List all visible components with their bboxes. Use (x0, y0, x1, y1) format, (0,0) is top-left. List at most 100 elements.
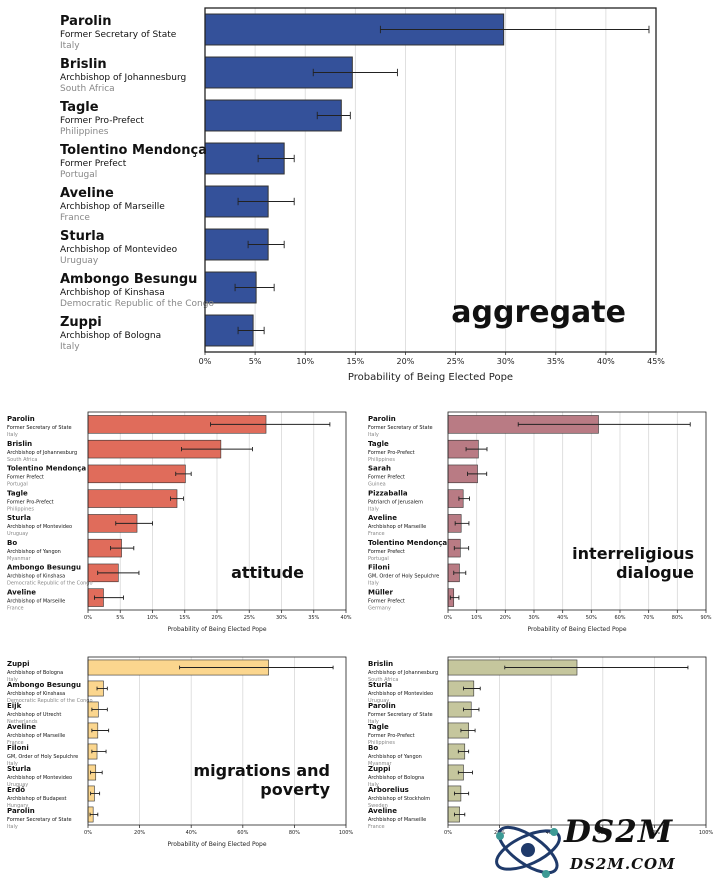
category-country: Portugal (7, 482, 28, 488)
x-tick-label: 5% (116, 615, 124, 621)
category-country: Philippines (60, 127, 109, 137)
category-title: Former Pro-Prefect (368, 450, 415, 456)
category-title: Archbishop of Bologna (368, 775, 424, 781)
x-tick-label: 100% (699, 830, 714, 836)
category-title: Archbishop of Stockholm (368, 796, 430, 802)
category-name: Tagle (368, 723, 389, 731)
x-tick-label: 0% (444, 830, 452, 836)
chart-panel-1: 0% 5% 10% 15% 20% 25% 30% 35% 40% Parolin Former S… (7, 411, 352, 633)
category-title: Archbishop of Yangon (368, 754, 422, 760)
chart-panel-0: 0% 5% 10% 15% 20% 25% 30% 35% 40% 45%ParolinForme… (60, 7, 665, 383)
category-name: Aveline (60, 186, 114, 201)
x-tick-label: 10% (147, 615, 158, 621)
category-country: South Africa (7, 457, 37, 463)
category-title: Archbishop of Yangon (7, 549, 61, 555)
category-name: Tolentino Mendonça (60, 143, 207, 158)
category-title: Archbishop of Utrecht (7, 712, 61, 718)
category-name: Sturla (7, 514, 31, 522)
category-name: Aveline (368, 807, 397, 815)
x-tick-label: 10% (296, 357, 314, 366)
x-tick-label: 80% (672, 615, 683, 621)
category-name: Brislin (60, 57, 107, 72)
x-axis-label: Probability of Being Elected Pope (167, 841, 266, 848)
category-country: Uruguay (60, 256, 99, 266)
category-country: Democratic Republic of the Congo (7, 581, 93, 587)
category-country: Italy (368, 506, 379, 512)
category-name: Erdő (7, 785, 25, 794)
category-name: Bo (7, 539, 17, 547)
x-tick-label: 10% (471, 615, 482, 621)
x-tick-label: 90% (700, 615, 711, 621)
category-country: Democratic Republic of the Congo (60, 299, 214, 309)
category-country: Italy (368, 719, 379, 725)
category-country: Philippines (7, 506, 34, 512)
category-title: Archbishop of Montevideo (60, 245, 178, 255)
category-name: Aveline (7, 588, 36, 596)
watermark-title: DS2M (564, 814, 674, 850)
category-title: Archbishop of Johannesburg (368, 670, 438, 676)
category-title: Former Prefect (60, 159, 127, 169)
category-country: Democratic Republic of the Congo (7, 698, 93, 704)
category-country: Philippines (368, 740, 395, 746)
corner-label: migrations and (193, 761, 330, 780)
x-tick-label: 15% (346, 357, 364, 366)
x-tick-label: 20% (134, 830, 145, 836)
category-country: Hungary (7, 803, 28, 809)
category-name: Parolin (368, 702, 396, 710)
x-tick-label: 0% (84, 830, 92, 836)
category-name: Aveline (368, 514, 397, 522)
category-country: France (368, 531, 385, 537)
category-country: Uruguay (7, 782, 28, 788)
category-name: Müller (368, 588, 393, 596)
x-tick-label: 0% (444, 615, 452, 621)
category-title: Former Pro-Prefect (60, 116, 144, 126)
plot-frame (87, 411, 347, 611)
category-name: Pizzaballa (368, 489, 408, 497)
bar (87, 489, 178, 508)
x-tick-label: 35% (547, 357, 565, 366)
category-country: Netherlands (7, 719, 38, 725)
category-country: Italy (368, 782, 379, 788)
x-axis-label: Probability of Being Elected Pope (348, 372, 513, 383)
x-tick-label: 80% (289, 830, 300, 836)
category-country: Italy (368, 581, 379, 587)
category-name: Filoni (7, 744, 29, 752)
category-title: Archbishop of Kinshasa (7, 574, 65, 580)
category-name: Eijk (7, 702, 22, 710)
plot-frame (447, 656, 707, 826)
category-title: Former Secretary of State (7, 817, 72, 823)
x-tick-label: 0% (199, 357, 212, 366)
x-tick-label: 60% (237, 830, 248, 836)
corner-label: aggregate (451, 295, 626, 330)
category-title: Former Pro-Prefect (368, 733, 415, 739)
bar (87, 464, 186, 484)
category-title: GM, Order of Holy Sepulchre (7, 754, 78, 760)
atom-logo-icon (495, 825, 561, 878)
category-title: Former Prefect (368, 598, 405, 604)
x-tick-label: 40% (557, 615, 568, 621)
chart-panel-3: 0% 20% 40% 60% 80% 100% Zuppi Archbishop of Bol… (7, 656, 353, 848)
x-tick-label: 60% (597, 830, 608, 836)
category-country: France (368, 824, 385, 830)
category-name: Tagle (60, 100, 99, 115)
category-country: France (7, 605, 24, 611)
x-tick-label: 5% (249, 357, 262, 366)
category-name: Sarah (368, 465, 391, 473)
x-tick-label: 60% (614, 615, 625, 621)
x-tick-label: 45% (647, 357, 665, 366)
category-title: Former Pro-Prefect (7, 499, 54, 505)
category-title: Archbishop of Bologna (7, 670, 63, 676)
category-name: Brislin (368, 660, 393, 668)
category-country: Italy (7, 677, 18, 683)
category-name: Brislin (7, 440, 32, 448)
category-name: Zuppi (7, 660, 29, 668)
category-country: Sweden (368, 803, 388, 809)
category-country: Italy (60, 342, 80, 352)
x-tick-label: 30% (497, 357, 515, 366)
x-tick-label: 30% (528, 615, 539, 621)
category-country: Uruguay (368, 698, 389, 704)
category-country: Portugal (60, 170, 97, 180)
x-tick-label: 20% (397, 357, 415, 366)
category-name: Tolentino Mendonça (7, 465, 86, 473)
